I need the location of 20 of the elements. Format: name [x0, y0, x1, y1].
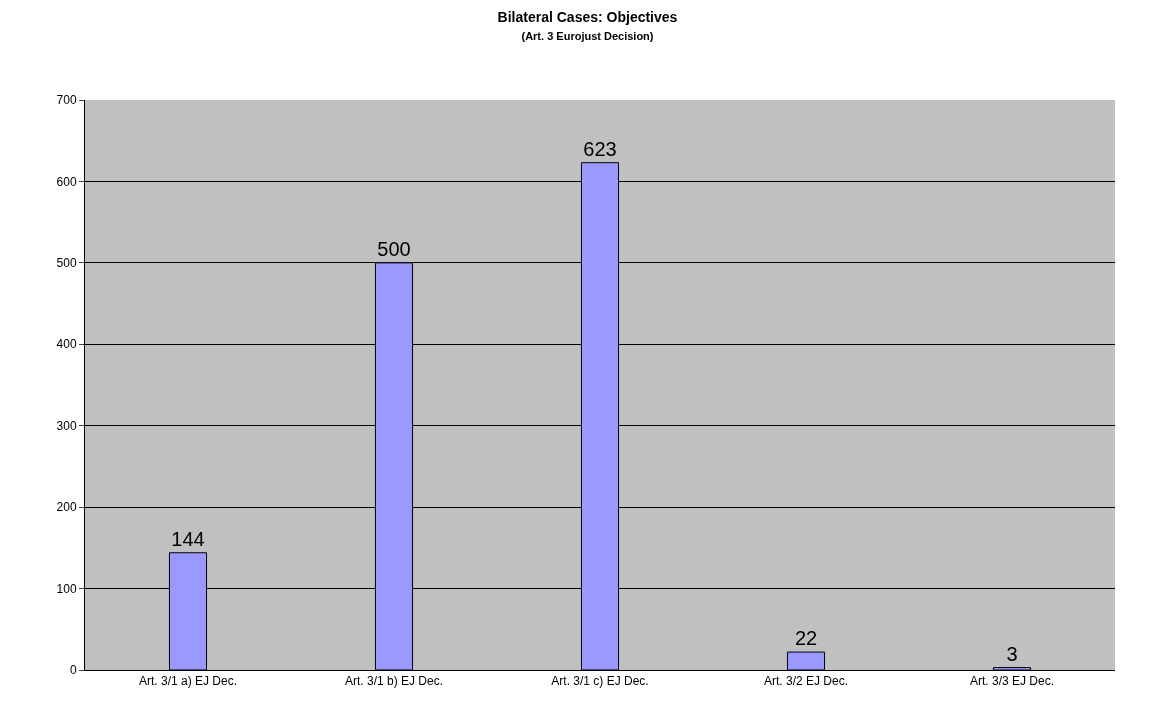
data-label: 623: [583, 137, 617, 160]
y-tick-label: 400: [56, 337, 77, 352]
data-label: 500: [377, 237, 411, 260]
data-label: 144: [171, 527, 205, 550]
data-label: 3: [1006, 642, 1018, 665]
y-tick-label: 300: [56, 418, 77, 433]
chart-title: Bilateral Cases: Objectives: [497, 8, 678, 25]
y-tick-label: 600: [56, 174, 77, 189]
data-label: 22: [794, 627, 818, 650]
y-tick-label: 100: [56, 581, 77, 596]
y-tick-label: 200: [56, 500, 77, 515]
x-tick-label: Art. 3/1 c) EJ Dec.: [551, 674, 649, 689]
x-tick-label: Art. 3/1 a) EJ Dec.: [138, 674, 238, 689]
y-tick-label: 0: [69, 663, 77, 678]
chart-subtitle: (Art. 3 Eurojust Decision): [521, 29, 654, 42]
x-tick-label: Art. 3/3 EJ Dec.: [969, 674, 1055, 689]
x-tick-label: Art. 3/1 b) EJ Dec.: [344, 674, 444, 689]
x-tick-label: Art. 3/2 EJ Dec.: [763, 674, 849, 689]
y-tick-label: 700: [56, 93, 77, 108]
y-tick-label: 500: [56, 256, 77, 271]
